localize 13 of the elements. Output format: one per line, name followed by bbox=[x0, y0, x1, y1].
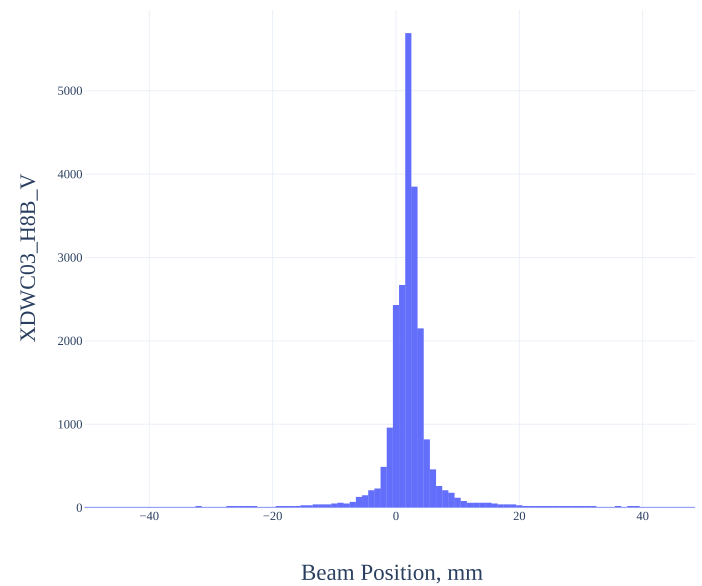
x-tick-label: 0 bbox=[393, 512, 399, 520]
y-tick-label: 0 bbox=[76, 503, 82, 512]
y-axis-title: XDWC03_H8B_V bbox=[20, 174, 38, 342]
x-tick-label: 20 bbox=[514, 512, 526, 520]
y-tick-label: 1000 bbox=[58, 420, 82, 429]
x-tick-label: −20 bbox=[263, 512, 282, 520]
x-tick-label: 40 bbox=[636, 512, 648, 520]
y-tick-label: 2000 bbox=[58, 336, 82, 346]
y-tick-label: 5000 bbox=[58, 86, 82, 95]
x-axis-title: Beam Position, mm bbox=[302, 564, 483, 584]
y-tick-label: 4000 bbox=[58, 170, 82, 178]
y-tick-label: 3000 bbox=[58, 253, 82, 262]
x-tick-label: −40 bbox=[140, 512, 159, 520]
